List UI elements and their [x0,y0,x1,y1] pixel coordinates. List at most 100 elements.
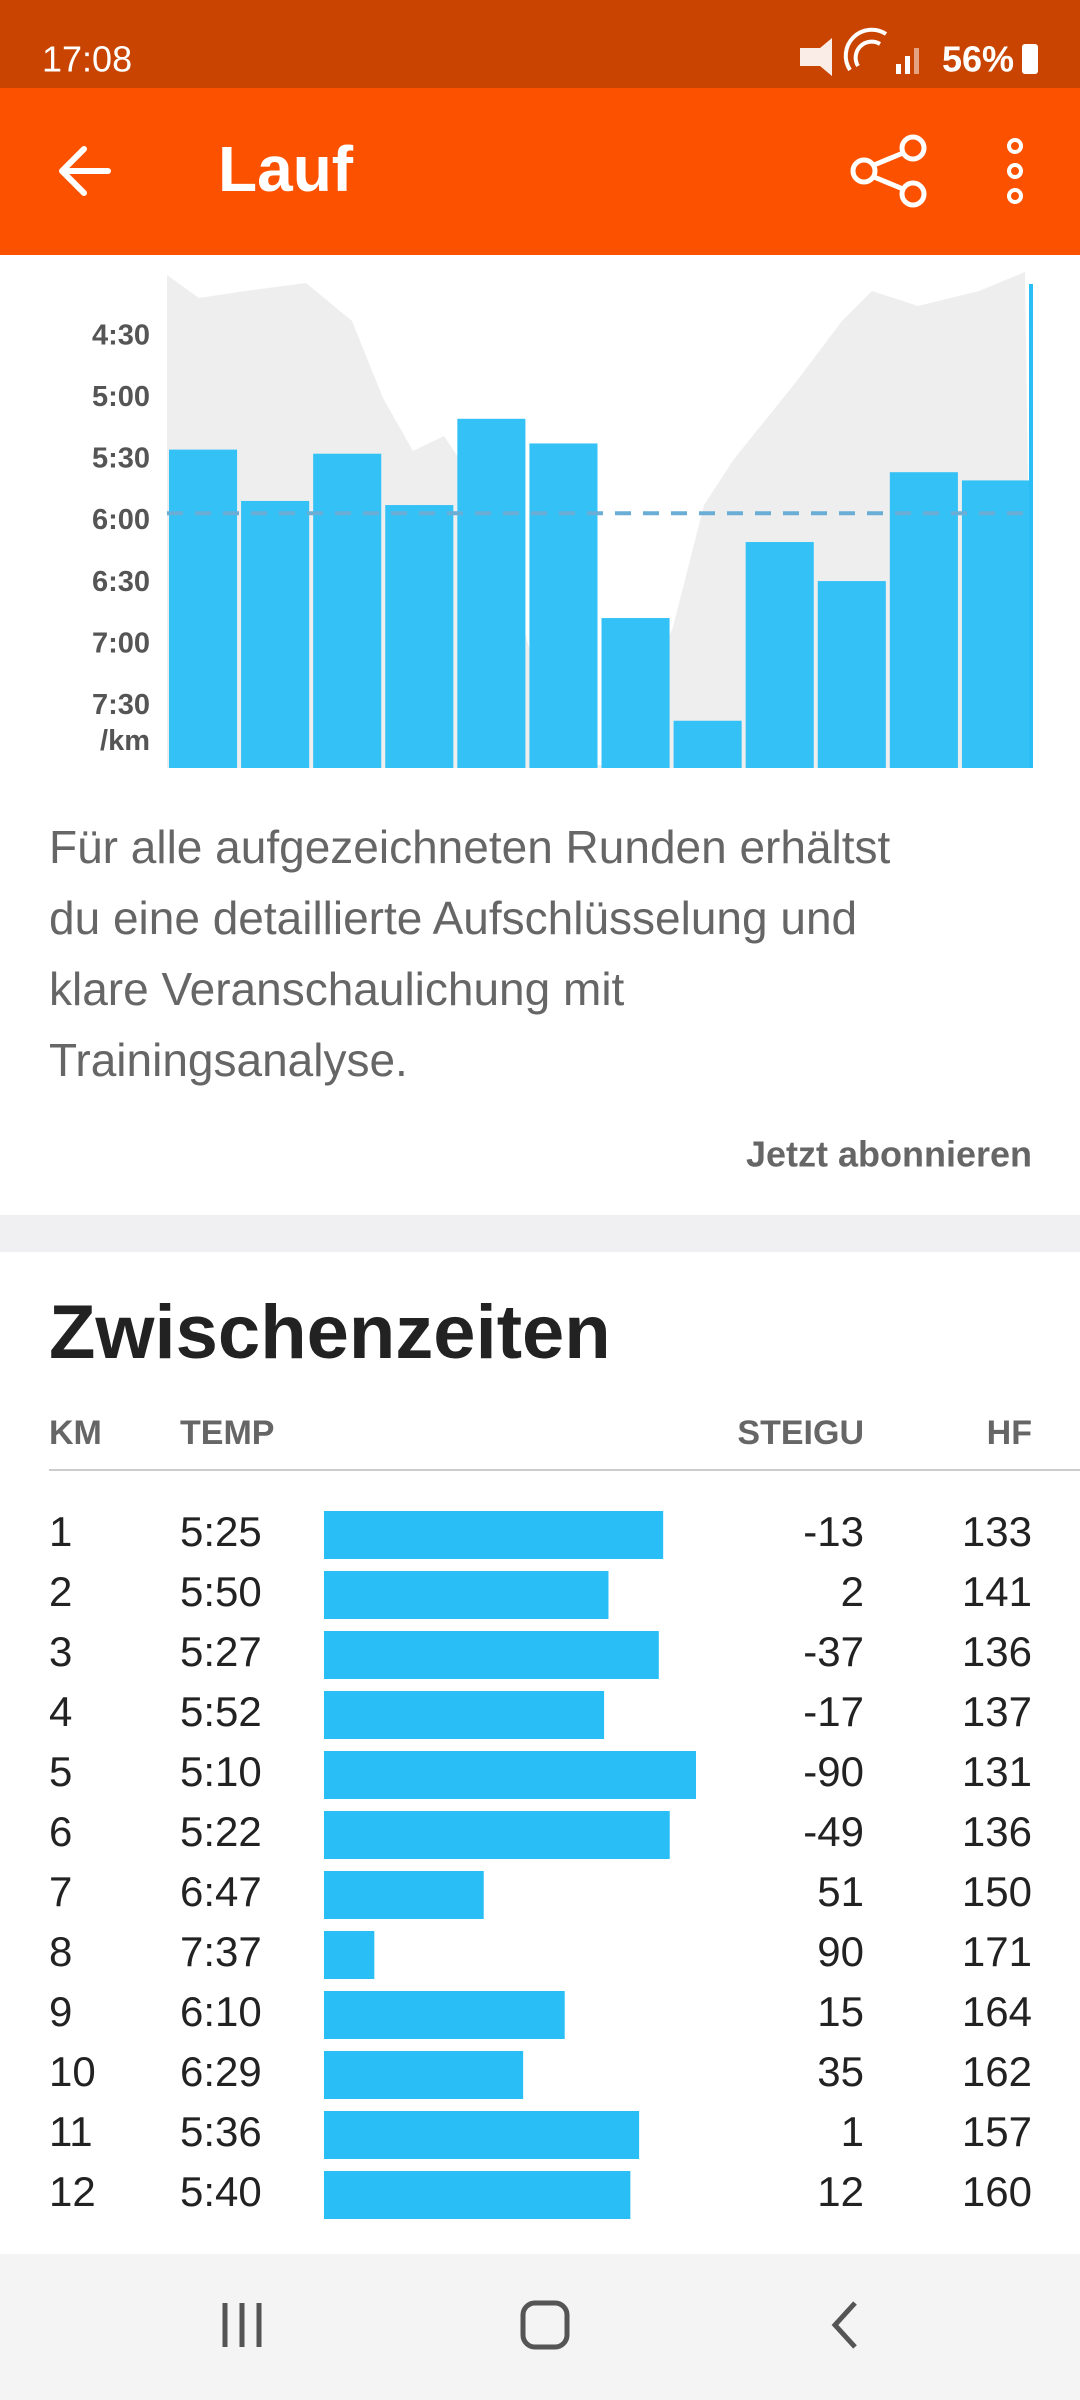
pace-bar [324,1751,696,1799]
km: 12 [49,2168,96,2215]
nav-home[interactable] [520,2300,570,2350]
status-time: 17:08 [42,39,132,80]
status-battery: 56% [942,39,1014,80]
pace-bar [324,1931,375,1979]
pace-bar [324,1811,670,1859]
pace-bar [169,449,238,768]
heart-rate: 136 [962,1808,1032,1855]
y-tick-label: 6:00 [92,504,150,536]
pace-bar [324,2051,524,2099]
km: 10 [49,2048,96,2095]
column-header: TEMP [180,1414,274,1452]
pace: 7:37 [180,1928,262,1975]
km: 9 [49,1988,72,2035]
splits-table: KM TEMP STEIGU HF 1 5:25 -13 133 2 5:50 2 141 3 5:27 -… [49,1414,1032,2219]
share-button[interactable] [850,134,927,208]
pace-bar [745,542,814,768]
elevation: 2 [841,1568,864,1615]
km: 3 [49,1628,72,1675]
column-header: STEIGU [737,1414,864,1452]
heart-rate: 131 [962,1748,1032,1795]
km: 2 [49,1568,72,1615]
pace: 5:22 [180,1808,262,1855]
elevation-profile [167,272,1032,768]
pace-bar [324,1511,664,1559]
heart-rate: 171 [962,1928,1032,1975]
pace: 6:10 [180,1988,262,2035]
pace-bar [324,1991,565,2039]
elevation: 35 [817,2048,864,2095]
heart-rate: 162 [962,2048,1032,2095]
y-tick-label: 5:30 [92,443,150,475]
y-unit: /km [100,725,150,757]
promo-text: Trainingsanalyse. [49,1034,408,1086]
app-title: Lauf [218,133,354,205]
elevation: 90 [817,1928,864,1975]
elevation: -49 [803,1808,864,1855]
promo-text: klare Veranschaulichung mit [49,963,625,1015]
promo-text: du eine detaillierte Aufschlüsselung und [49,892,857,944]
nav-buttons [222,2300,857,2350]
pace-chart: 4:30 5:00 5:30 6:00 6:30 7:00 7:30/km [92,319,1032,768]
pace-bar [817,581,886,768]
column-header: KM [49,1414,102,1452]
heart-rate: 137 [962,1688,1032,1735]
elevation: -17 [803,1688,864,1735]
column-header: HF [987,1414,1032,1452]
heart-rate: 160 [962,2168,1032,2215]
elevation: -37 [803,1628,864,1675]
promo: Für alle aufgezeichneten Runden erhältst… [49,821,891,1086]
back-button[interactable] [59,146,111,196]
pace-bar [457,418,526,768]
chart-cursor [1029,284,1033,768]
menu-button[interactable] [1007,138,1023,204]
battery-icon [1022,44,1038,74]
pace-bar [324,2171,631,2219]
pace: 6:29 [180,2048,262,2095]
pace: 5:36 [180,2108,262,2155]
km: 11 [49,2108,93,2155]
promo-text: Für alle aufgezeichneten Runden erhältst [49,821,891,873]
pace: 5:50 [180,1568,262,1615]
status-bar [0,0,1080,88]
pace: 5:52 [180,1688,262,1735]
heart-rate: 157 [962,2108,1032,2155]
km: 5 [49,1748,72,1795]
elevation: 12 [817,2168,864,2215]
nav-recent[interactable] [222,2303,262,2347]
heart-rate: 150 [962,1868,1032,1915]
pace: 5:10 [180,1748,262,1795]
heart-rate: 133 [962,1508,1032,1555]
pace-bar [324,2111,640,2159]
pace-bar [601,618,670,768]
pace-bar [324,1571,609,1619]
pace-bar [673,720,742,768]
km: 4 [49,1688,72,1735]
elevation: 1 [841,2108,864,2155]
heart-rate: 164 [962,1988,1032,2035]
splits-title: Zwischenzeiten [49,1290,611,1375]
elevation: -13 [803,1508,864,1555]
status-icons [800,27,919,76]
heart-rate: 141 [962,1568,1032,1615]
y-tick-label: 6:30 [92,566,150,598]
pace: 5:27 [180,1628,262,1675]
y-tick-label: 5:00 [92,381,150,413]
pace-bar [324,1631,659,1679]
pace-bar [961,480,1030,768]
pace-bar [385,505,454,768]
y-tick-label: 7:30 [92,689,150,721]
y-tick-label: 4:30 [92,319,150,351]
pace-bar [313,453,382,768]
section-divider [0,1215,1080,1252]
nav-back[interactable] [831,2301,857,2349]
pace-bar [529,443,598,768]
pace: 6:47 [180,1868,262,1915]
pace-bar [324,1871,484,1919]
elevation: -90 [803,1748,864,1795]
subscribe-link[interactable]: Jetzt abonnieren [746,1134,1032,1175]
pace: 5:25 [180,1508,262,1555]
